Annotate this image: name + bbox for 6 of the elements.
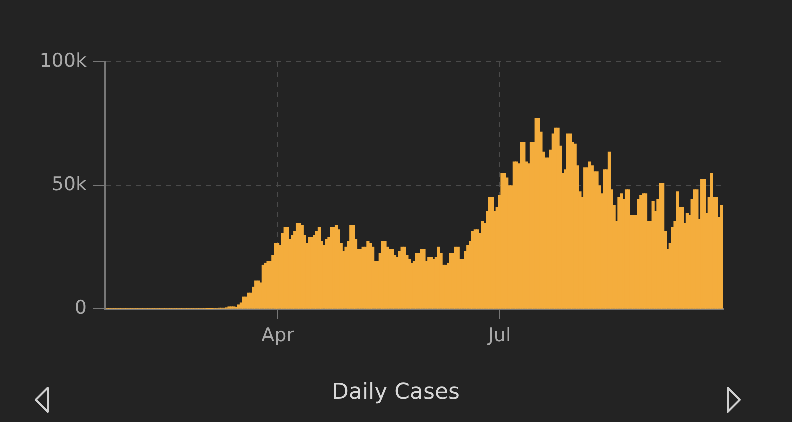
x-tick-label: Jul <box>487 324 512 346</box>
y-tick-label: 0 <box>74 296 87 319</box>
x-tick-label: Apr <box>262 324 295 346</box>
text: Daily Cases <box>331 380 461 405</box>
y-tick-label: 100k <box>40 50 87 72</box>
y-tick-label: 50k <box>52 173 87 196</box>
